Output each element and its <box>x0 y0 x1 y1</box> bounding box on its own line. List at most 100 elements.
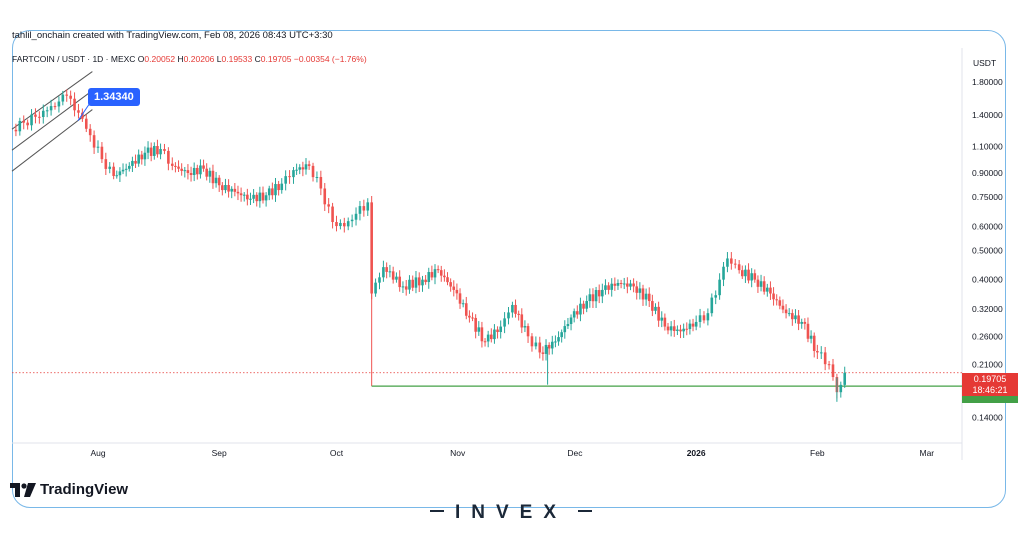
candle-body <box>557 337 560 342</box>
candle-body <box>57 101 61 107</box>
candle-body <box>647 293 651 302</box>
candle-body <box>597 290 601 297</box>
candle-body <box>131 160 134 166</box>
candle-body <box>722 266 725 280</box>
candle-body <box>629 283 632 287</box>
candle-body <box>366 202 370 211</box>
candle-body <box>706 313 710 321</box>
candle-body <box>654 306 657 311</box>
candle-body <box>572 311 576 318</box>
candle-body <box>118 171 122 176</box>
candle-body <box>236 191 240 194</box>
candle-body <box>644 293 648 300</box>
time-tick-label: Sep <box>212 448 227 458</box>
candle-body <box>73 98 76 111</box>
candle-body <box>775 299 778 301</box>
price-callout: 1.34340 <box>88 88 140 106</box>
candle-body <box>374 282 377 294</box>
candle-body <box>823 352 827 365</box>
candle-body <box>252 194 255 199</box>
candle-body <box>762 281 766 292</box>
candle-body <box>292 170 295 178</box>
candle-body <box>115 175 119 177</box>
candle-body <box>676 329 679 331</box>
change-value: −0.00354 (−1.76%) <box>293 54 367 64</box>
candle-body <box>496 329 499 333</box>
candle-body <box>772 293 775 300</box>
candle-body <box>660 317 664 321</box>
candle-body <box>641 288 645 300</box>
candle-body <box>301 167 305 170</box>
candle-body <box>576 311 579 315</box>
candle-body <box>461 303 465 305</box>
tradingview-logo[interactable]: TradingView <box>10 481 128 498</box>
candle-body <box>514 304 517 314</box>
price-tick-label: 0.75000 <box>972 192 1003 202</box>
candle-body <box>288 176 291 178</box>
candle-body <box>315 176 319 178</box>
candle-body <box>809 335 813 339</box>
candle-body <box>839 384 843 393</box>
price-tick-label: 0.21000 <box>972 359 1003 369</box>
price-tick-label: 1.10000 <box>972 142 1003 152</box>
candle-body <box>298 167 302 170</box>
candle-body <box>382 267 385 278</box>
candle-body <box>530 336 534 347</box>
candle-body <box>214 177 218 184</box>
candle-body <box>493 329 496 340</box>
candle-body <box>327 204 330 207</box>
candle-body <box>672 326 676 331</box>
candle-body <box>740 270 744 277</box>
candle-body <box>517 313 520 315</box>
candle-body <box>766 287 769 292</box>
current-price: 0.19705 <box>973 374 1007 384</box>
candle-body <box>526 326 530 337</box>
candle-body <box>610 283 614 290</box>
candle-body <box>607 285 610 290</box>
open-label: O <box>137 54 145 64</box>
candle-body <box>594 290 598 302</box>
price-tick-label: 0.90000 <box>972 168 1003 178</box>
channel-upper-line <box>11 71 93 130</box>
candle-body <box>49 106 53 111</box>
open-value: 0.20052 <box>144 54 176 64</box>
candle-body <box>14 129 18 132</box>
candle-body <box>30 114 33 126</box>
candle-body <box>84 118 88 129</box>
candle-body <box>186 170 190 174</box>
candle-body <box>205 168 208 177</box>
time-tick-label: Nov <box>450 448 466 458</box>
candle-body <box>311 165 315 178</box>
candle-body <box>45 110 49 112</box>
candle-body <box>523 326 527 328</box>
candle-body <box>167 150 170 164</box>
candle-body <box>417 277 421 286</box>
candle-body <box>246 194 249 200</box>
candle-body <box>277 184 280 191</box>
bar-countdown: 18:46:21 <box>972 385 1008 395</box>
candle-body <box>541 352 545 354</box>
symbol-label[interactable]: FARTCOIN / USDT · 1D · MEXC <box>12 54 136 64</box>
candle-body <box>819 352 823 354</box>
candle-body <box>177 166 180 169</box>
candle-body <box>34 114 37 117</box>
candle-body <box>189 173 193 176</box>
candle-body <box>319 176 323 189</box>
tradingview-icon <box>10 482 36 497</box>
candle-body <box>156 146 159 155</box>
candle-body <box>280 183 284 191</box>
candle-body <box>747 269 750 281</box>
candle-body <box>295 169 298 171</box>
candle-body <box>511 304 514 313</box>
candle-body <box>797 315 800 324</box>
candle-body <box>335 222 338 227</box>
candle-body <box>474 317 477 332</box>
candle-body <box>449 282 452 287</box>
time-tick-label: Aug <box>90 448 105 458</box>
candle-body <box>688 323 692 330</box>
candle-body <box>569 317 573 325</box>
candle-body <box>307 164 311 166</box>
candle-body <box>430 272 434 278</box>
candle-body <box>258 192 262 202</box>
